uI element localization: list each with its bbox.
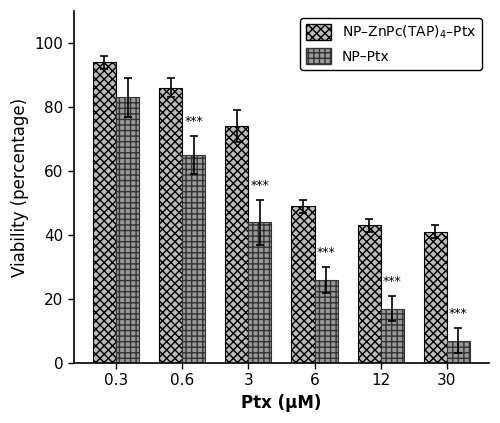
Bar — [424, 232, 447, 363]
Bar — [225, 126, 248, 363]
Bar — [314, 280, 338, 363]
Text: ***: *** — [184, 115, 203, 128]
Bar — [447, 341, 470, 363]
Bar — [358, 225, 380, 363]
Text: ***: *** — [316, 246, 336, 259]
Text: ***: *** — [449, 307, 468, 320]
Bar — [116, 97, 139, 363]
Text: ***: *** — [383, 275, 402, 288]
Y-axis label: Viability (percentage): Viability (percentage) — [11, 97, 29, 277]
Bar — [292, 206, 314, 363]
X-axis label: Ptx (μM): Ptx (μM) — [241, 394, 322, 412]
Bar — [248, 222, 272, 363]
Legend: NP–ZnPc(TAP)$_4$–Ptx, NP–Ptx: NP–ZnPc(TAP)$_4$–Ptx, NP–Ptx — [300, 18, 482, 69]
Bar — [93, 62, 116, 363]
Bar — [182, 155, 206, 363]
Bar — [159, 88, 182, 363]
Bar — [380, 308, 404, 363]
Text: ***: *** — [250, 179, 270, 192]
